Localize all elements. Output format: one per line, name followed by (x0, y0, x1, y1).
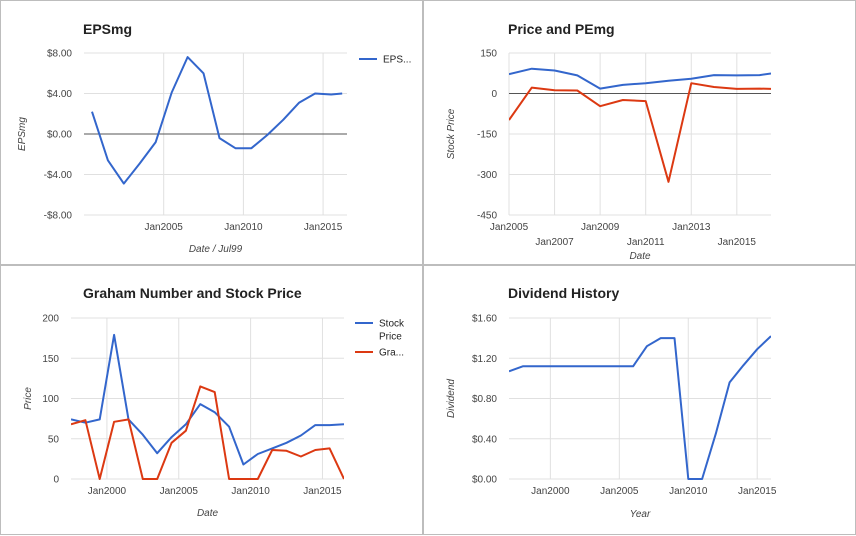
y-tick-label: 200 (42, 314, 59, 325)
y-tick-label: $4.00 (47, 89, 72, 100)
y-tick-label: $1.20 (472, 354, 497, 365)
y-axis-label: Dividend (446, 379, 457, 418)
x-tick-label: Jan2013 (672, 222, 711, 233)
y-tick-label: $0.80 (472, 394, 497, 405)
y-tick-label: -450 (477, 211, 497, 222)
y-axis-label: EPSmg (17, 117, 28, 151)
legend-label: Price (379, 332, 402, 343)
y-tick-label: -150 (477, 130, 497, 141)
y-axis-label: Stock Price (446, 108, 457, 159)
legend-entry-eps: EPS... (359, 55, 411, 66)
series-line-eps (91, 56, 343, 185)
x-tick-label: Jan2009 (581, 222, 620, 233)
chart-panel-price-pemg: Price and PEmg 150 0 -150 -300 -450 Jan2005 Jan… (423, 0, 856, 265)
chart-svg-graham-number-and-stock-price: Graham Number and Stock Price 200 150 100 50… (23, 285, 405, 519)
x-axis-label: Date (197, 508, 219, 519)
x-tick-label: Jan2000 (531, 486, 570, 497)
x-tick-label: Jan2005 (160, 486, 199, 497)
y-tick-label: 50 (48, 434, 60, 445)
chart-title: EPSmg (83, 21, 132, 37)
x-axis-label: Date / Jul99 (189, 244, 243, 255)
x-tick-label: Jan2015 (304, 222, 343, 233)
y-tick-label: 150 (42, 354, 59, 365)
y-tick-label: 0 (491, 89, 497, 100)
y-tick-label: $8.00 (47, 49, 72, 60)
legend-entry-stock-price: Stock Price (355, 319, 405, 343)
series-line-stock-price (71, 333, 344, 466)
y-tick-label: $0.00 (47, 130, 72, 141)
series-line-pemg (509, 82, 771, 183)
y-tick-label: -$8.00 (44, 211, 73, 222)
x-axis-label: Year (630, 509, 651, 520)
x-tick-label: Jan2000 (88, 486, 127, 497)
y-tick-label: $0.40 (472, 434, 497, 445)
series-line-gra (71, 385, 344, 480)
chart-title: Dividend History (508, 285, 619, 301)
y-tick-label: 150 (480, 49, 497, 60)
y-tick-label: -$4.00 (44, 170, 73, 181)
x-tick-label: Jan2015 (303, 486, 342, 497)
legend-entry-gra: Gra... (355, 348, 404, 359)
x-tick-label: Jan2010 (231, 486, 270, 497)
chart-panel-dividend-history: Dividend History $1.60 $1.20 $0.80 $0.40 $0.0… (423, 265, 856, 535)
x-axis-label: Date (629, 251, 651, 262)
x-tick-label: Jan2005 (600, 486, 639, 497)
chart-title: Price and PEmg (508, 21, 615, 37)
series-line-dividend (509, 335, 771, 480)
y-tick-label: 100 (42, 394, 59, 405)
x-tick-label: Jan2007 (535, 237, 574, 248)
y-tick-label: 0 (53, 475, 59, 486)
chart-svg-dividend-history: Dividend History $1.60 $1.20 $0.80 $0.40 $0.0… (446, 285, 777, 520)
legend-label: EPS... (383, 55, 411, 66)
chart-svg-epsmg: EPSmg $8.00 $4.00 $0.00 -$4.00 -$8.00 Jan2005 J… (17, 21, 411, 255)
x-tick-label: Jan2010 (224, 222, 263, 233)
y-tick-label: $1.60 (472, 314, 497, 325)
series-line-stock-price (509, 67, 771, 90)
y-tick-label: -300 (477, 170, 497, 181)
chart-panel-graham-number: Graham Number and Stock Price 200 150 100 50… (0, 265, 423, 535)
legend-label: Gra... (379, 348, 404, 359)
x-tick-label: Jan2005 (490, 222, 529, 233)
y-axis-label: Price (23, 387, 34, 410)
x-tick-label: Jan2010 (669, 486, 708, 497)
x-tick-label: Jan2015 (718, 237, 757, 248)
chart-panel-epsmg: EPSmg $8.00 $4.00 $0.00 -$4.00 -$8.00 Jan2005 J… (0, 0, 423, 265)
chart-title: Graham Number and Stock Price (83, 285, 302, 301)
y-tick-label: $0.00 (472, 475, 497, 486)
x-tick-label: Jan2011 (627, 237, 665, 248)
x-tick-label: Jan2005 (145, 222, 184, 233)
legend-label: Stock (379, 319, 405, 330)
x-tick-label: Jan2015 (738, 486, 777, 497)
